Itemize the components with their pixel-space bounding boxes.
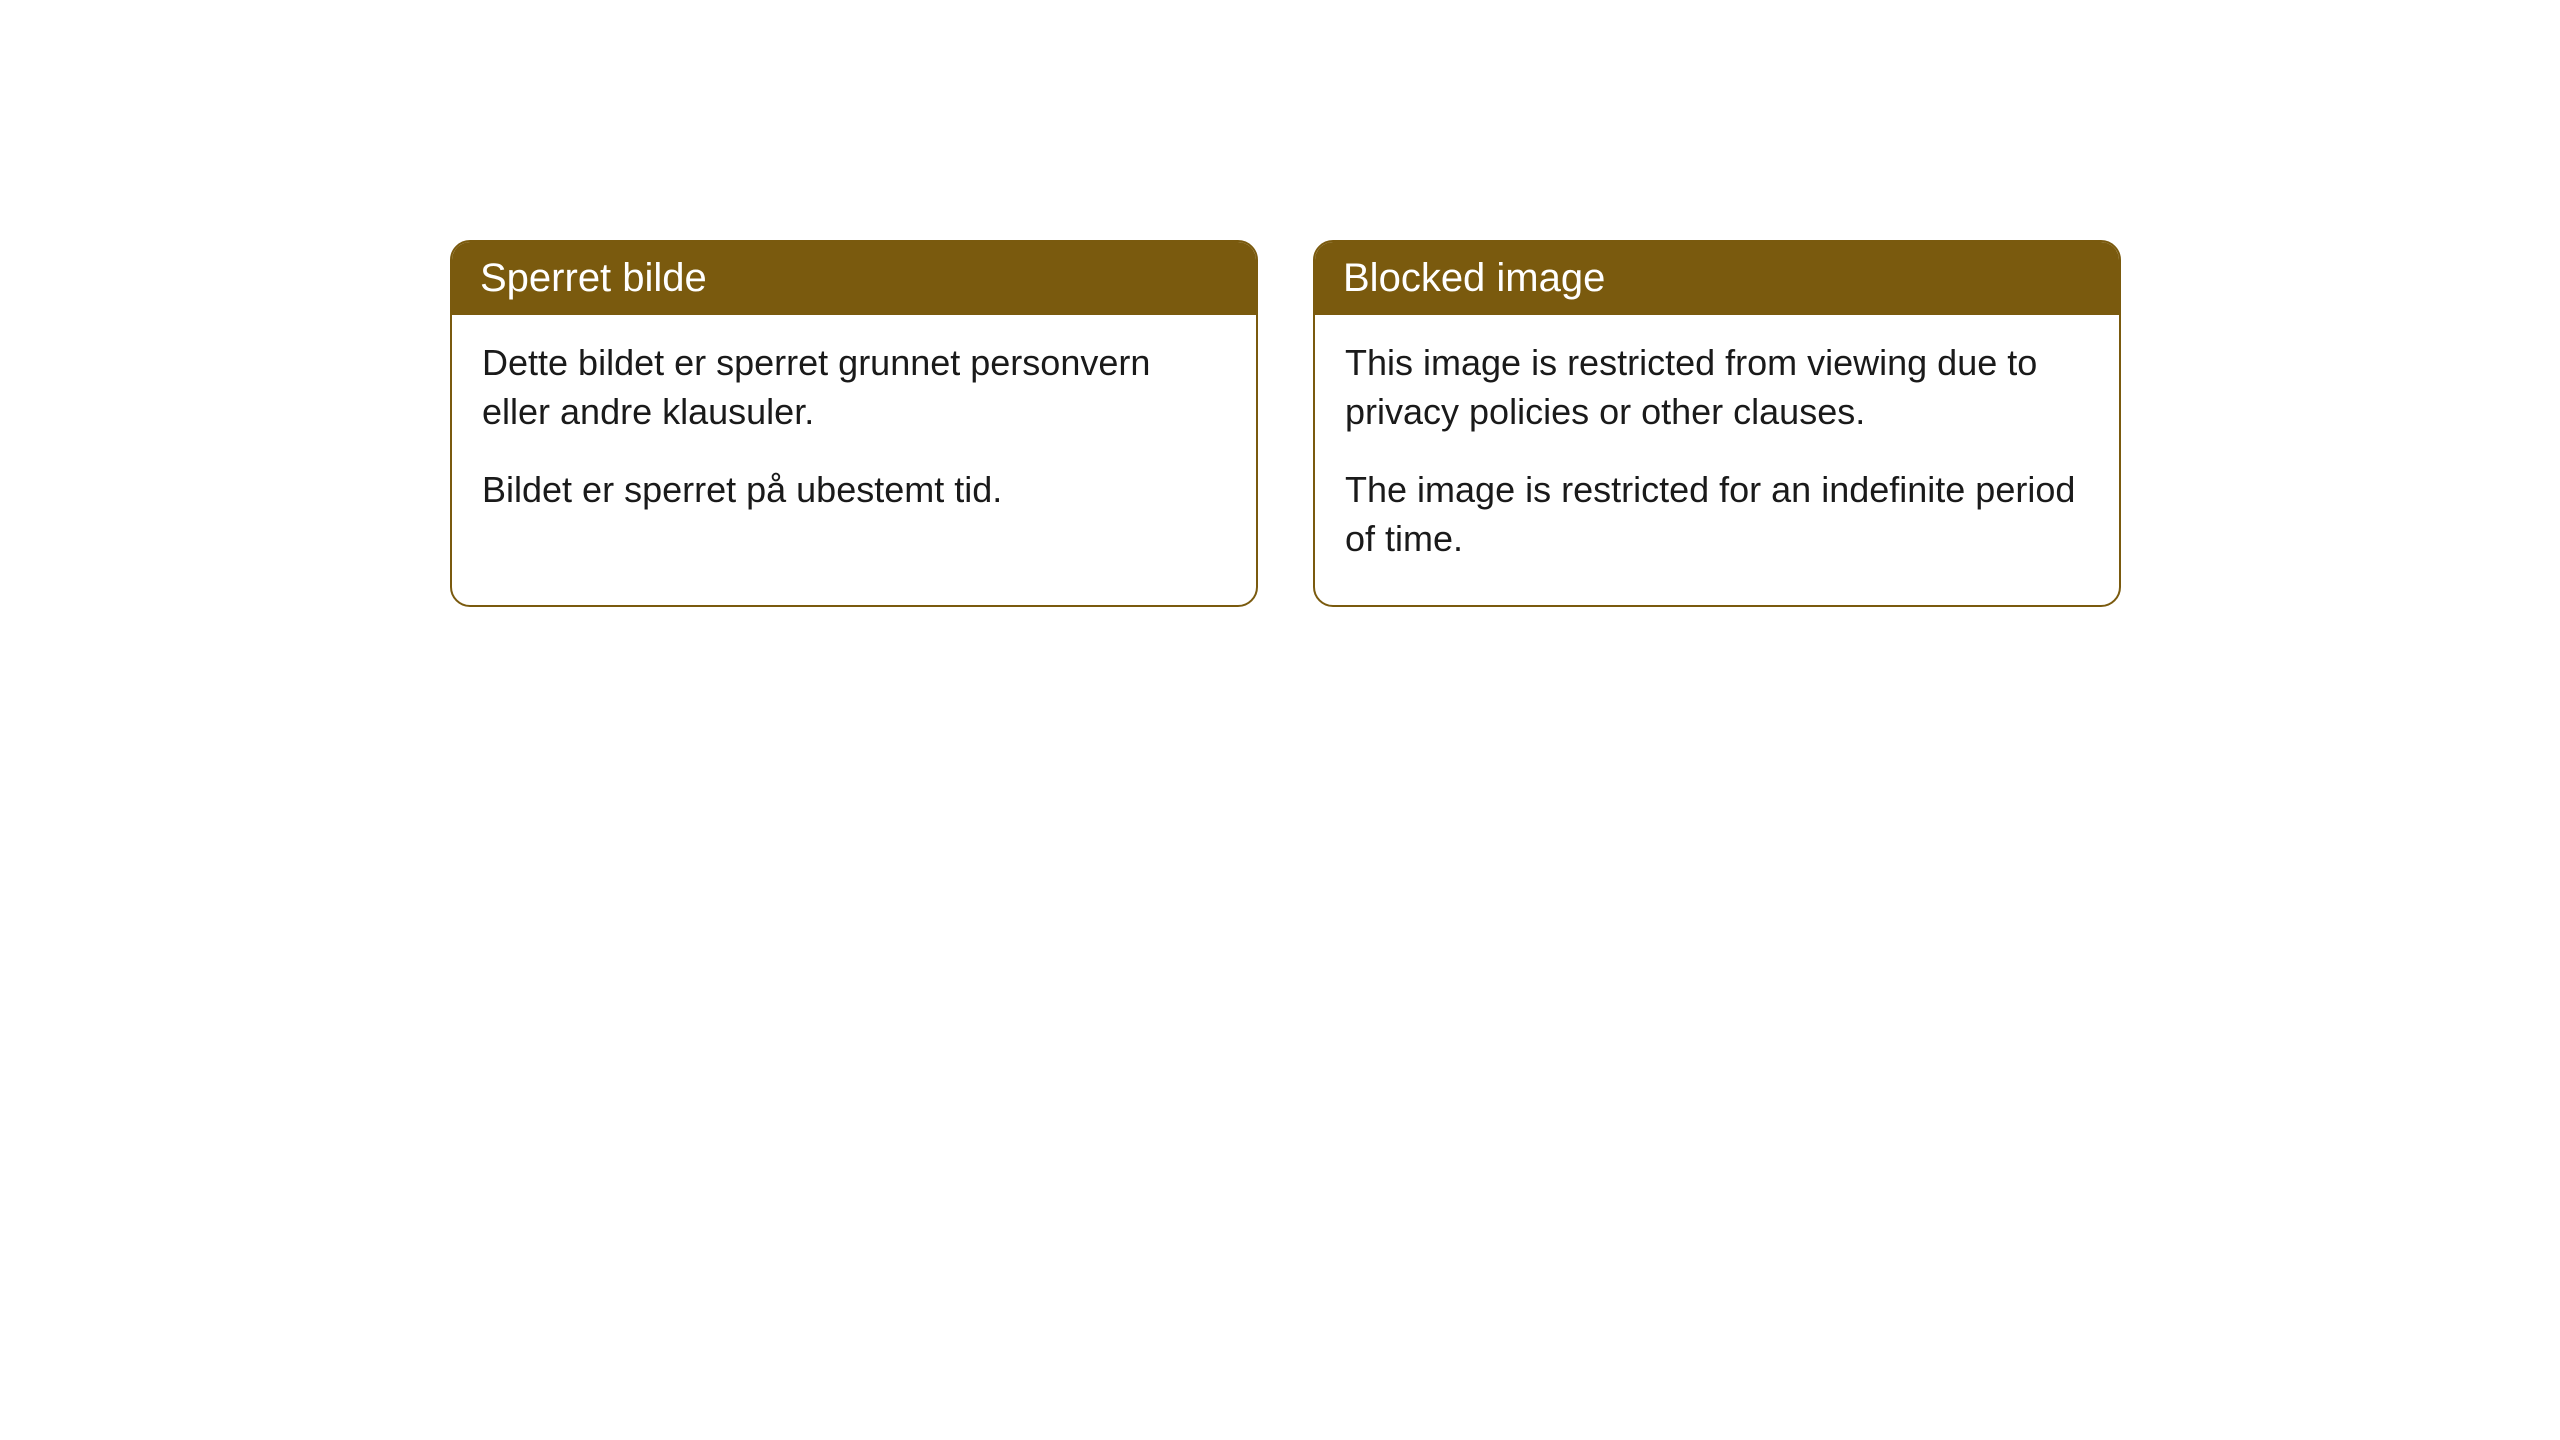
card-paragraph-1: Dette bildet er sperret grunnet personve… — [482, 339, 1226, 436]
card-header: Blocked image — [1315, 242, 2119, 315]
card-header: Sperret bilde — [452, 242, 1256, 315]
blocked-image-card-english: Blocked image This image is restricted f… — [1313, 240, 2121, 607]
blocked-image-card-norwegian: Sperret bilde Dette bildet er sperret gr… — [450, 240, 1258, 607]
card-paragraph-1: This image is restricted from viewing du… — [1345, 339, 2089, 436]
card-body: This image is restricted from viewing du… — [1315, 315, 2119, 605]
card-title: Blocked image — [1343, 256, 1605, 300]
card-paragraph-2: The image is restricted for an indefinit… — [1345, 466, 2089, 563]
card-paragraph-2: Bildet er sperret på ubestemt tid. — [482, 466, 1226, 515]
card-title: Sperret bilde — [480, 256, 707, 300]
card-body: Dette bildet er sperret grunnet personve… — [452, 315, 1256, 557]
cards-container: Sperret bilde Dette bildet er sperret gr… — [0, 0, 2560, 607]
